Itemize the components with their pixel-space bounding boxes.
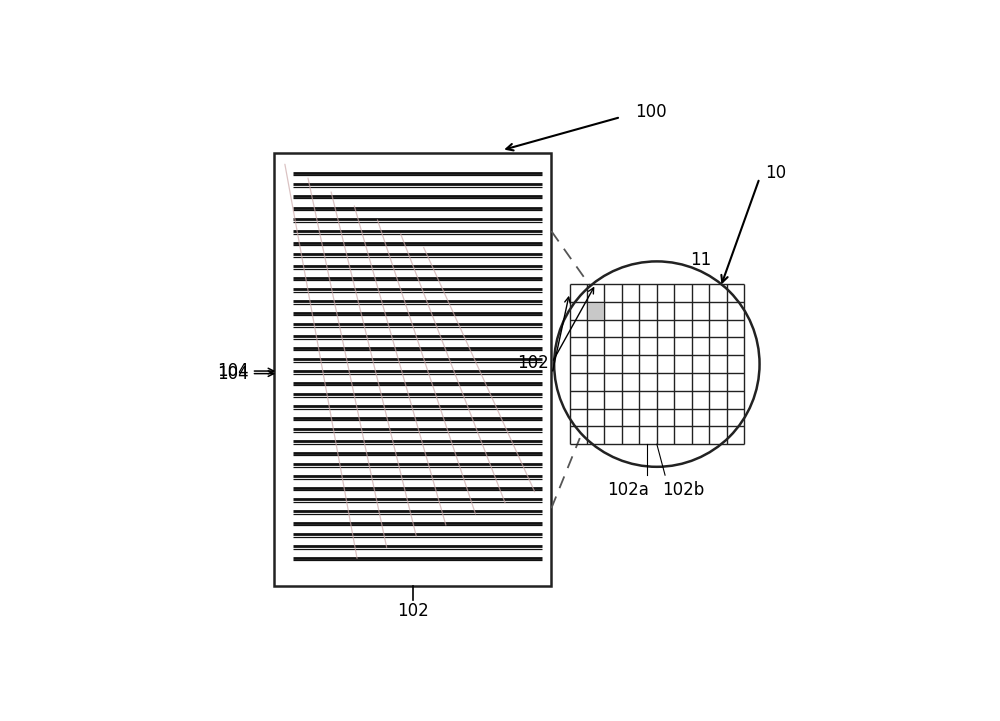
Text: 102a: 102a [607, 481, 649, 499]
Text: 104: 104 [217, 365, 249, 383]
Text: 11: 11 [690, 251, 711, 269]
Text: 102: 102 [518, 353, 549, 371]
Text: 104: 104 [217, 362, 249, 380]
Text: 102: 102 [397, 602, 428, 620]
Bar [274, 153, 551, 586]
Text: 10: 10 [765, 164, 786, 182]
Bar [587, 302, 604, 319]
Circle shape [554, 262, 760, 466]
Text: 100: 100 [635, 102, 666, 120]
Text: 102b: 102b [662, 481, 704, 499]
